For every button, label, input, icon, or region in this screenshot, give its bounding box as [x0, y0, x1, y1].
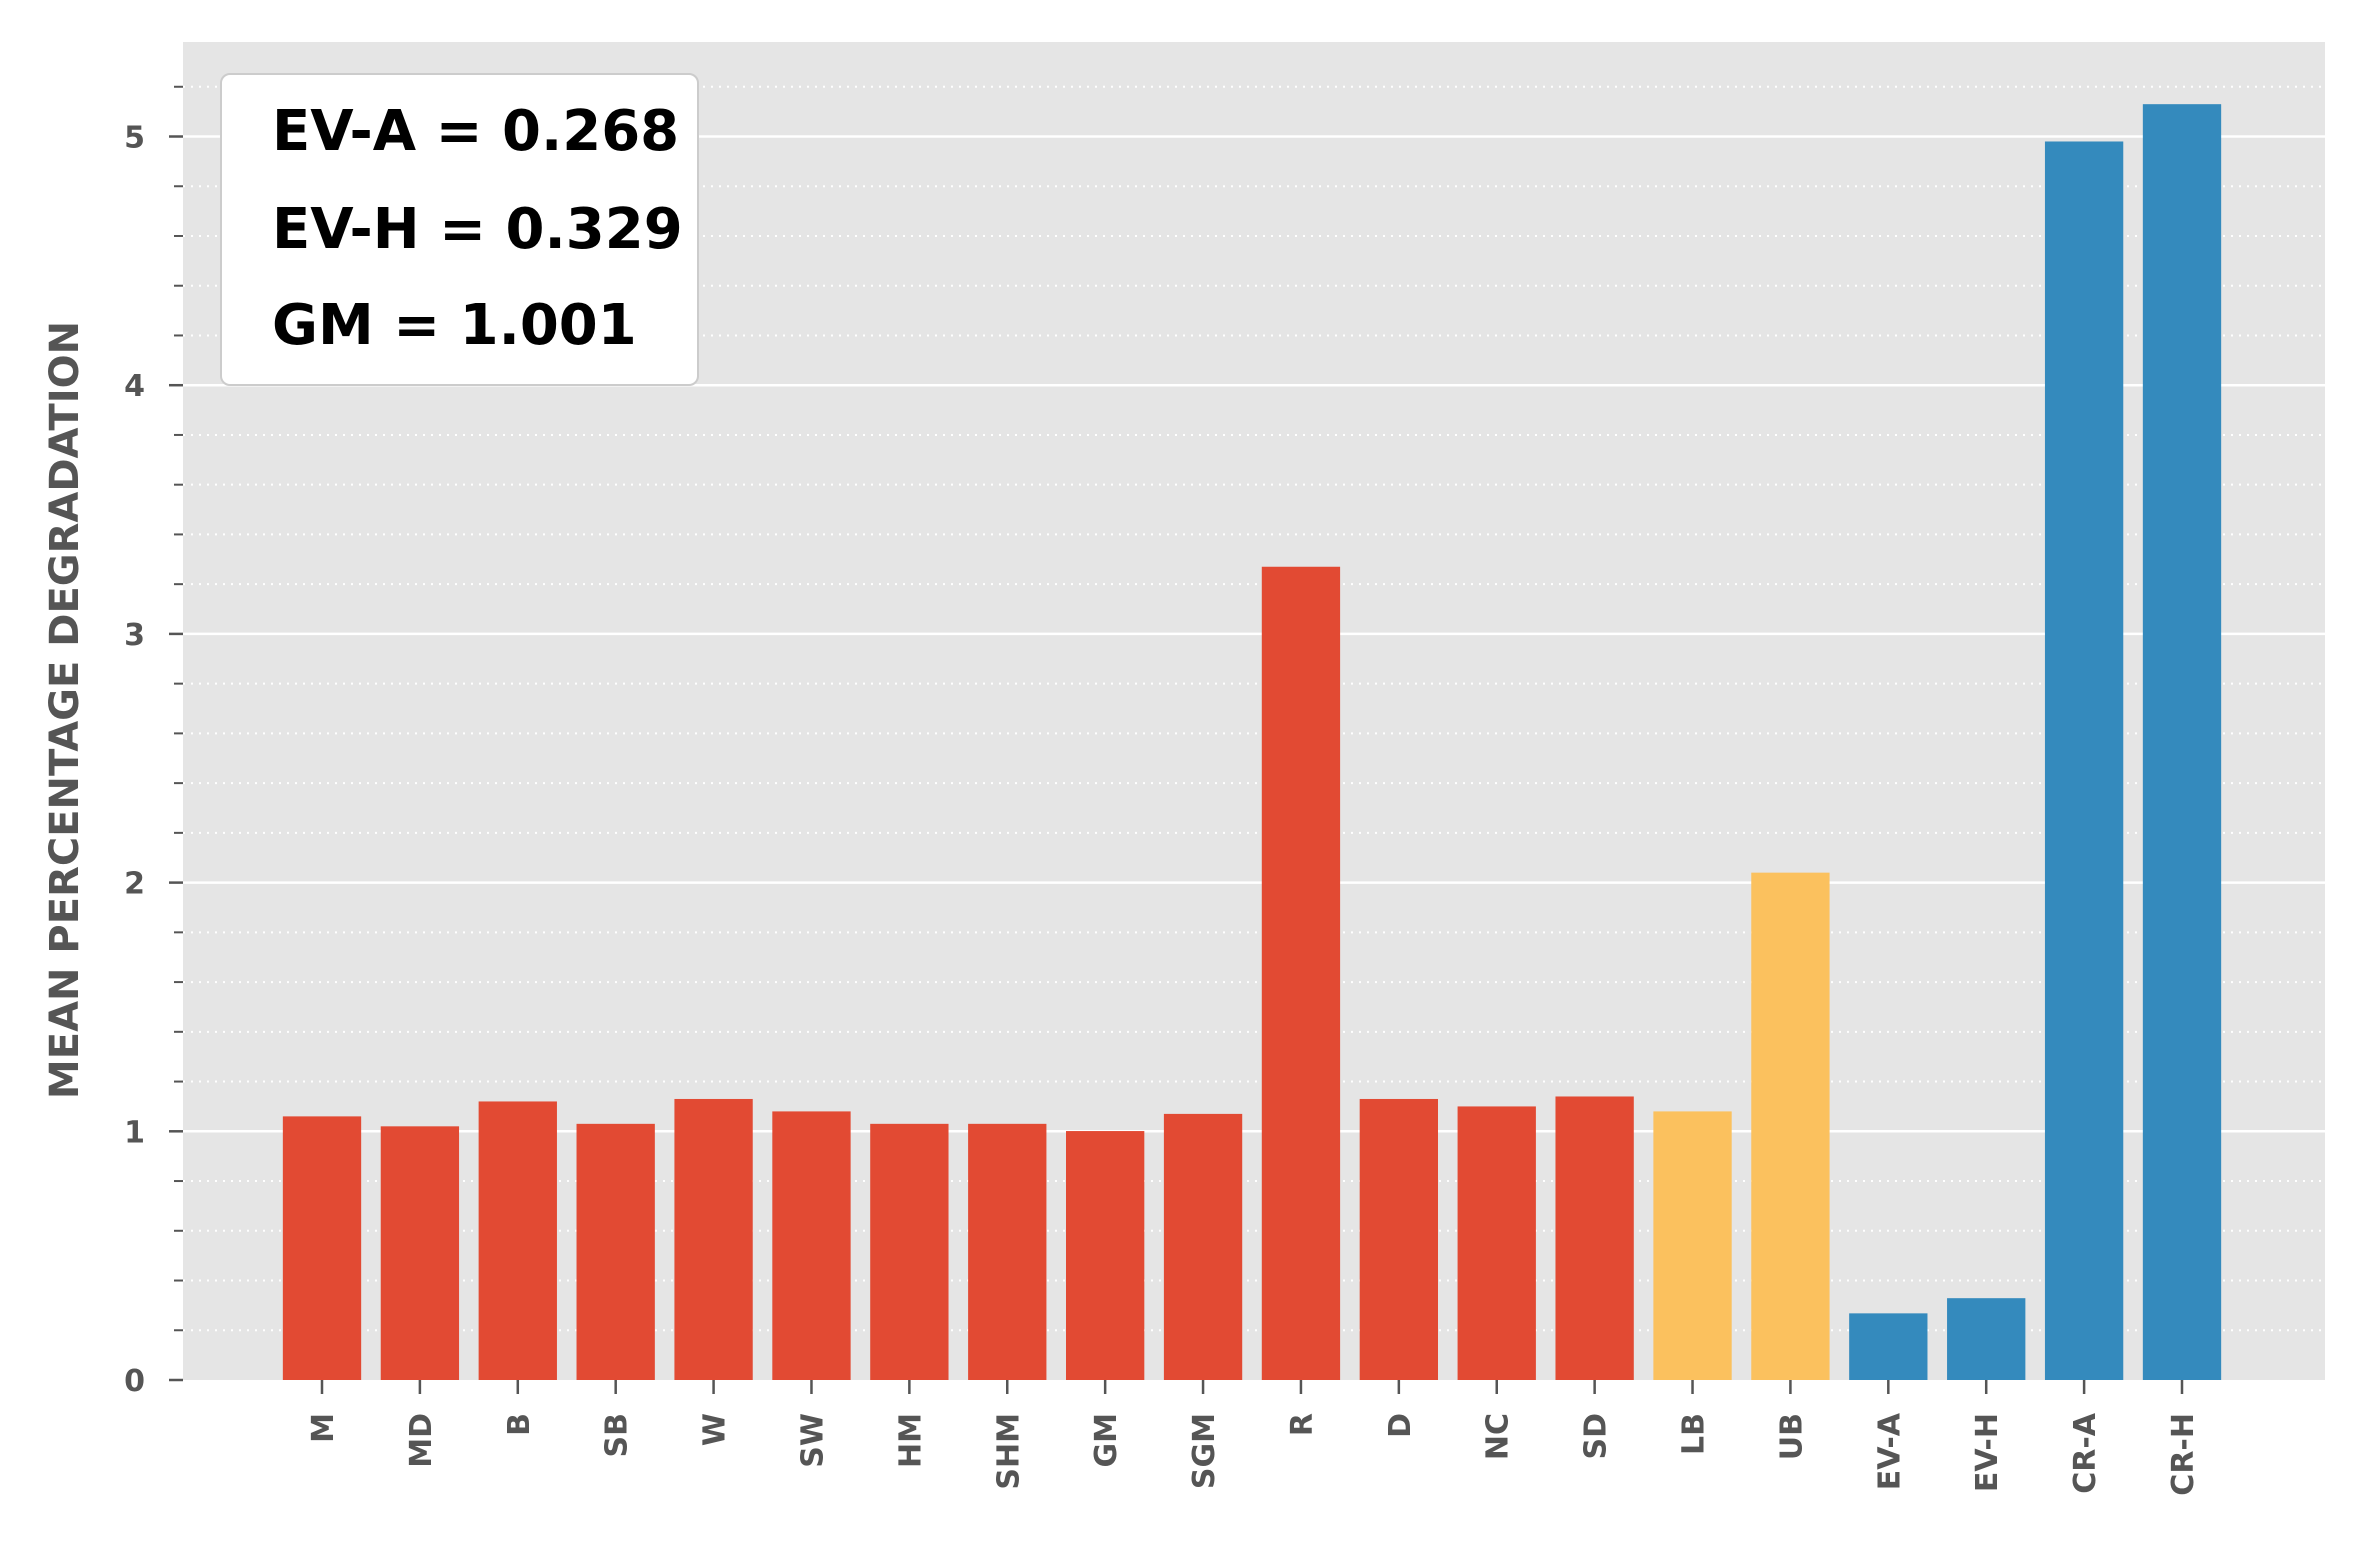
x-tick-label: SB	[600, 1413, 635, 1457]
x-tick-label: EV-A	[1872, 1412, 1907, 1490]
bar	[968, 1123, 1047, 1380]
x-tick-label: SD	[1579, 1413, 1614, 1460]
y-tick-label: 0	[124, 1364, 145, 1399]
bar	[282, 1116, 362, 1380]
bar	[478, 1101, 557, 1380]
x-tick-label: LB	[1677, 1413, 1712, 1455]
y-axis-title: MEAN PERCENTAGE DEGRADATION	[42, 321, 88, 1099]
x-axis-ticks: M MD B SB W SW HM SHM GM SGM R D NC SD LB UB EV-A EV-H CR-…	[306, 1380, 2201, 1496]
x-tick-label: SW	[795, 1413, 830, 1468]
bar	[674, 1098, 753, 1380]
bar	[1261, 566, 1341, 1380]
bar	[1359, 1098, 1438, 1380]
x-tick-label: SHM	[991, 1413, 1026, 1490]
y-tick-label: 3	[124, 618, 145, 653]
x-tick-label: B	[502, 1413, 537, 1436]
bar	[2044, 141, 2124, 1381]
x-tick-label: D	[1383, 1413, 1418, 1438]
bar	[1653, 1111, 1732, 1380]
annotation-frame	[220, 73, 699, 386]
bar	[1751, 872, 1830, 1380]
bar	[1555, 1096, 1634, 1380]
x-tick-label: HM	[893, 1413, 928, 1468]
bar	[772, 1111, 851, 1380]
x-tick-label: CR-H	[2166, 1413, 2201, 1496]
annotation-line: EV-A = 0.268	[272, 99, 679, 164]
bar	[1457, 1106, 1536, 1380]
x-tick-label: CR-A	[2068, 1412, 2103, 1494]
x-tick-label: MD	[404, 1413, 439, 1468]
y-tick-label: 5	[124, 121, 145, 156]
x-tick-label: SGM	[1187, 1413, 1222, 1489]
bar	[1947, 1298, 2026, 1380]
bar	[2142, 104, 2222, 1381]
bar	[576, 1123, 655, 1380]
x-tick-label: M	[306, 1413, 341, 1443]
x-tick-label: R	[1285, 1413, 1320, 1436]
y-axis-ticks: 0 1 2 3 4 5	[124, 85, 183, 1399]
bar	[870, 1123, 949, 1380]
bar	[1066, 1131, 1145, 1380]
x-tick-label: EV-H	[1970, 1413, 2005, 1492]
annotation-box: EV-A = 0.268 EV-H = 0.329 GM = 1.001	[220, 73, 699, 386]
bar	[380, 1126, 460, 1380]
y-tick-label: 4	[124, 369, 145, 404]
annotation-line: EV-H = 0.329	[272, 197, 683, 262]
bars	[282, 104, 2222, 1381]
x-tick-label: GM	[1089, 1413, 1124, 1467]
x-tick-label: W	[698, 1413, 733, 1446]
y-tick-label: 2	[124, 867, 145, 902]
x-tick-label: UB	[1774, 1413, 1809, 1460]
annotation-line: GM = 1.001	[272, 293, 637, 358]
bar	[1163, 1113, 1243, 1380]
y-tick-label: 1	[124, 1115, 145, 1150]
bar	[1849, 1313, 1928, 1380]
x-tick-label: NC	[1481, 1413, 1516, 1460]
